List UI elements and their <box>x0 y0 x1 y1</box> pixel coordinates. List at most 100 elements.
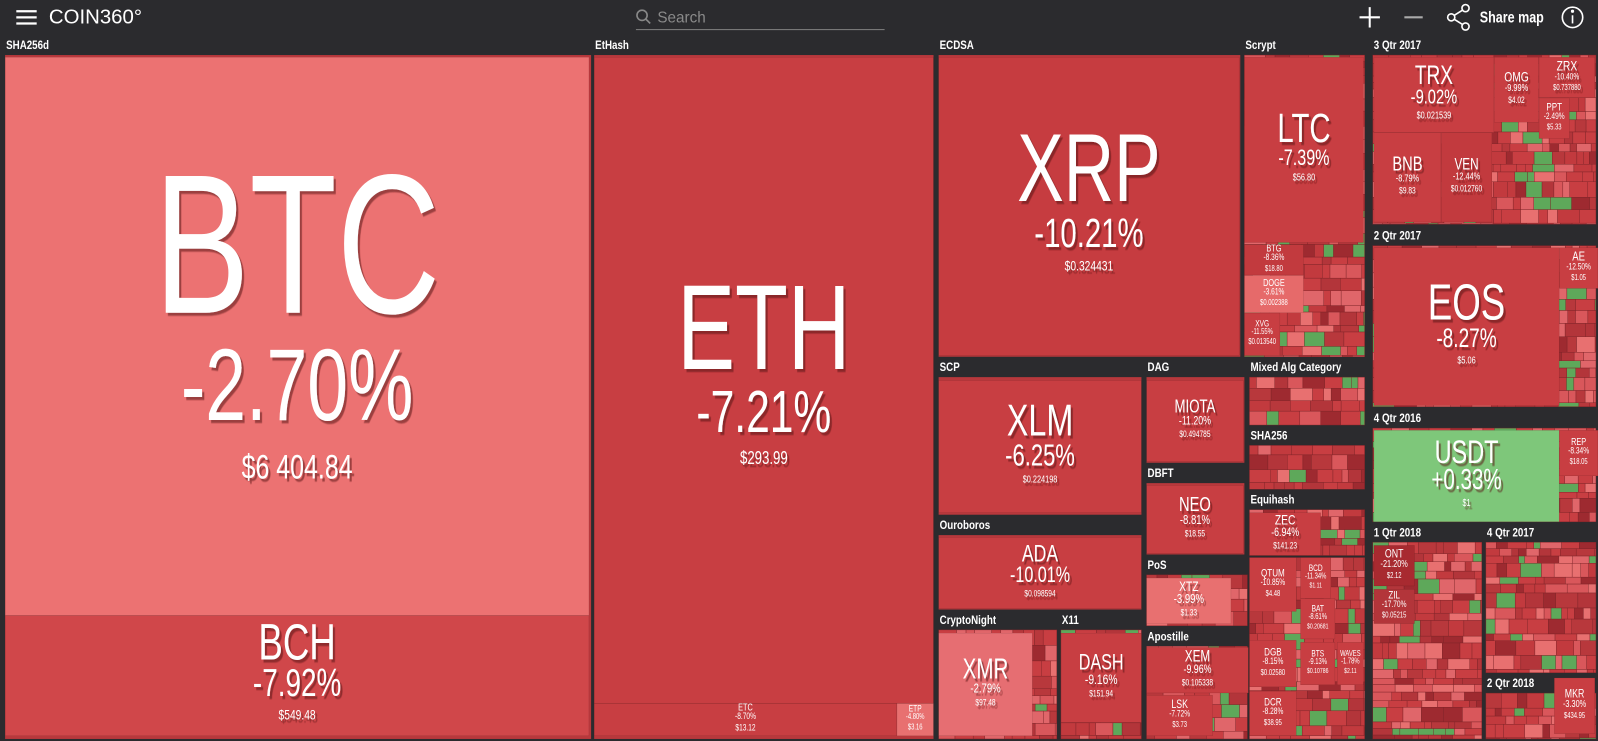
tile-cell[interactable] <box>1507 542 1527 549</box>
tile-cell[interactable] <box>1339 311 1357 326</box>
tile-cell[interactable] <box>1594 548 1597 557</box>
tile-cell[interactable] <box>1351 376 1359 389</box>
tile-cell[interactable] <box>1323 290 1331 306</box>
tile-cell[interactable] <box>1485 633 1494 641</box>
tile-cell[interactable] <box>1477 669 1483 679</box>
tile-cell[interactable] <box>1450 561 1466 572</box>
tile-cell[interactable] <box>1278 410 1301 426</box>
tile-cell[interactable] <box>1516 164 1526 173</box>
tile-cell[interactable] <box>1500 164 1517 173</box>
tile-cell[interactable] <box>1139 722 1142 736</box>
tile-cell[interactable] <box>1336 599 1351 610</box>
tile-cell[interactable] <box>1485 724 1496 739</box>
tile-cell[interactable] <box>1352 482 1365 490</box>
tile-cell[interactable] <box>1462 635 1483 644</box>
tile-cell[interactable] <box>1589 633 1597 641</box>
tile-cell[interactable] <box>1300 256 1323 265</box>
tile-cell[interactable] <box>1501 209 1521 224</box>
tile-cell[interactable] <box>1514 592 1526 609</box>
tile-cell[interactable] <box>1497 171 1515 182</box>
tile-background[interactable] <box>1244 312 1281 356</box>
tile-cell[interactable] <box>1432 684 1454 693</box>
tile-cell[interactable] <box>1354 608 1365 624</box>
coin-tile[interactable]: MKR-3.30% $434.95 <box>1554 677 1595 734</box>
tile-cell[interactable] <box>1485 640 1496 656</box>
tile-cell[interactable] <box>1050 660 1058 677</box>
tile-cell[interactable] <box>1311 355 1331 357</box>
tile-cell[interactable] <box>1372 222 1383 225</box>
tile-cell[interactable] <box>1464 728 1483 736</box>
tile-cell[interactable] <box>1412 658 1427 670</box>
tile-cell[interactable] <box>1503 724 1525 739</box>
tile-cell[interactable] <box>1034 723 1056 736</box>
tile-cell[interactable] <box>1312 311 1322 326</box>
tile-cell[interactable] <box>1525 592 1544 609</box>
tile-cell[interactable] <box>1480 222 1494 225</box>
tile-cell[interactable] <box>1441 734 1453 740</box>
tile-cell[interactable] <box>1453 684 1475 693</box>
tile-background[interactable] <box>1554 677 1595 734</box>
tile-cell[interactable] <box>1539 542 1562 549</box>
tile-cell[interactable] <box>1435 542 1444 554</box>
tile-cell[interactable] <box>1413 593 1434 601</box>
tile-cell[interactable] <box>1054 723 1058 736</box>
tile-cell[interactable] <box>1584 483 1597 493</box>
tile-cell[interactable] <box>1011 735 1026 740</box>
tile-cell[interactable] <box>1557 209 1580 224</box>
tile-cell[interactable] <box>1401 691 1419 701</box>
tile-cell[interactable] <box>1407 642 1426 660</box>
tile-cell[interactable] <box>1485 592 1497 609</box>
tile-cell[interactable] <box>1533 542 1541 549</box>
coin-tile[interactable]: USDT+0.33%$1 <box>1373 430 1560 522</box>
tile-cell[interactable] <box>1573 352 1584 361</box>
tile-cell[interactable] <box>1561 542 1580 549</box>
tile-cell[interactable] <box>1277 469 1290 483</box>
tile-cell[interactable] <box>1302 482 1324 490</box>
tile-cell[interactable] <box>1561 607 1568 620</box>
coin-tile[interactable]: MIOTA-11.20%$0.494785 <box>1146 380 1244 462</box>
tile-background[interactable] <box>1441 132 1493 223</box>
tile-cell[interactable] <box>1524 707 1543 717</box>
tile-cell[interactable] <box>1372 691 1393 701</box>
tile-cell[interactable] <box>1452 593 1475 601</box>
info-button[interactable] <box>1561 6 1584 29</box>
tile-cell[interactable] <box>1221 704 1240 718</box>
tile-cell[interactable] <box>1474 542 1483 554</box>
tile-cell[interactable] <box>1474 684 1483 693</box>
tile-cell[interactable] <box>1493 209 1502 224</box>
tile-cell[interactable] <box>1363 311 1365 326</box>
tile-cell[interactable] <box>1444 561 1452 572</box>
tile-background[interactable] <box>5 615 590 736</box>
coin-tile[interactable]: LSK-7.72%$3.73 <box>1146 695 1213 736</box>
coin-tile[interactable]: XVG-11.55%$0.013540 <box>1244 312 1281 356</box>
tile-cell[interactable] <box>1305 469 1318 483</box>
tile-cell[interactable] <box>1580 576 1597 585</box>
tile-cell[interactable] <box>1586 286 1597 300</box>
tile-cell[interactable] <box>1455 669 1478 679</box>
tile-cell[interactable] <box>1320 311 1329 326</box>
tile-cell[interactable] <box>1434 599 1441 614</box>
tile-cell[interactable] <box>1357 538 1365 546</box>
tile-background[interactable] <box>1249 640 1297 687</box>
tile-cell[interactable] <box>1501 707 1515 717</box>
tile-cell[interactable] <box>1485 576 1501 585</box>
tile-cell[interactable] <box>1485 669 1497 673</box>
tile-cell[interactable] <box>1324 376 1343 389</box>
tile-cell[interactable] <box>1356 577 1365 588</box>
coin-tile[interactable]: ZRX-10.40% $0.737880 <box>1538 57 1595 98</box>
tile-cell[interactable] <box>1424 642 1443 660</box>
tile-cell[interactable] <box>1471 561 1483 572</box>
tile-cell[interactable] <box>1347 735 1357 740</box>
tile-cell[interactable] <box>1243 598 1248 612</box>
tile-cell[interactable] <box>1584 377 1597 391</box>
tile-cell[interactable] <box>1437 222 1452 225</box>
tile-cell[interactable] <box>1512 197 1521 210</box>
tile-cell[interactable] <box>1501 692 1518 709</box>
tile-cell[interactable] <box>1249 735 1267 740</box>
tile-cell[interactable] <box>1492 164 1502 173</box>
tile-cell[interactable] <box>1326 710 1347 727</box>
tile-cell[interactable] <box>1594 299 1597 311</box>
coin-tile[interactable]: NEO-8.81%$18.55 <box>1146 485 1244 554</box>
tile-cell[interactable] <box>1550 737 1560 740</box>
tile-cell[interactable] <box>1051 675 1058 689</box>
